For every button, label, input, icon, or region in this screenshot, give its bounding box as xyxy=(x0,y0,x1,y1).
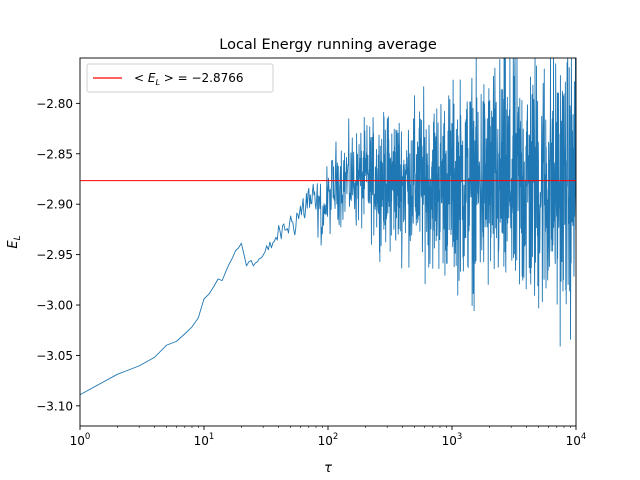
x-tick-label-exp: 0 xyxy=(85,432,90,442)
x-tick-label-exp: 1 xyxy=(209,432,214,442)
y-axis-label-main: E xyxy=(6,240,21,249)
legend-label-main: < E xyxy=(134,71,156,85)
x-tick-label: 102 xyxy=(318,432,339,448)
y-tick-label: −3.00 xyxy=(36,299,73,313)
y-axis-label: EL xyxy=(6,235,23,248)
series-local-energy-line xyxy=(80,58,576,396)
y-tick-label: −2.85 xyxy=(36,147,73,161)
x-axis: 100 101 102 103 104 xyxy=(70,426,587,448)
x-tick-label-exp: 3 xyxy=(457,432,462,442)
x-tick-label-exp: 2 xyxy=(333,432,338,442)
legend: < EL > = −2.8766 xyxy=(86,63,274,93)
y-tick-label: −2.90 xyxy=(36,198,73,212)
y-tick-label: −2.80 xyxy=(36,97,73,111)
x-tick-label: 100 xyxy=(70,432,91,448)
legend-box xyxy=(86,63,274,93)
y-axis-label-sub: L xyxy=(13,235,23,240)
x-tick-label-base: 10 xyxy=(442,434,457,448)
y-tick-label: −3.05 xyxy=(36,349,73,363)
x-tick-label-exp: 4 xyxy=(581,432,586,442)
x-tick-label: 104 xyxy=(566,432,587,448)
x-axis-label: τ xyxy=(324,461,332,476)
legend-label-tail: > = −2.8766 xyxy=(160,71,244,85)
legend-label-sub: L xyxy=(155,78,159,87)
y-tick-label: −3.10 xyxy=(36,399,73,413)
x-tick-label-base: 10 xyxy=(70,434,85,448)
legend-label-mean: < EL > = −2.8766 xyxy=(134,71,244,87)
y-tick-label: −2.95 xyxy=(36,248,73,262)
x-tick-label-base: 10 xyxy=(194,434,209,448)
series-group xyxy=(80,58,576,396)
x-tick-label-base: 10 xyxy=(318,434,333,448)
x-tick-label: 103 xyxy=(442,432,463,448)
x-tick-label-base: 10 xyxy=(566,434,581,448)
chart-title: Local Energy running average xyxy=(219,37,437,53)
y-axis: −2.80 −2.85 −2.90 −2.95 −3.00 −3.05 −3.10 xyxy=(36,97,80,413)
x-tick-label: 101 xyxy=(194,432,215,448)
